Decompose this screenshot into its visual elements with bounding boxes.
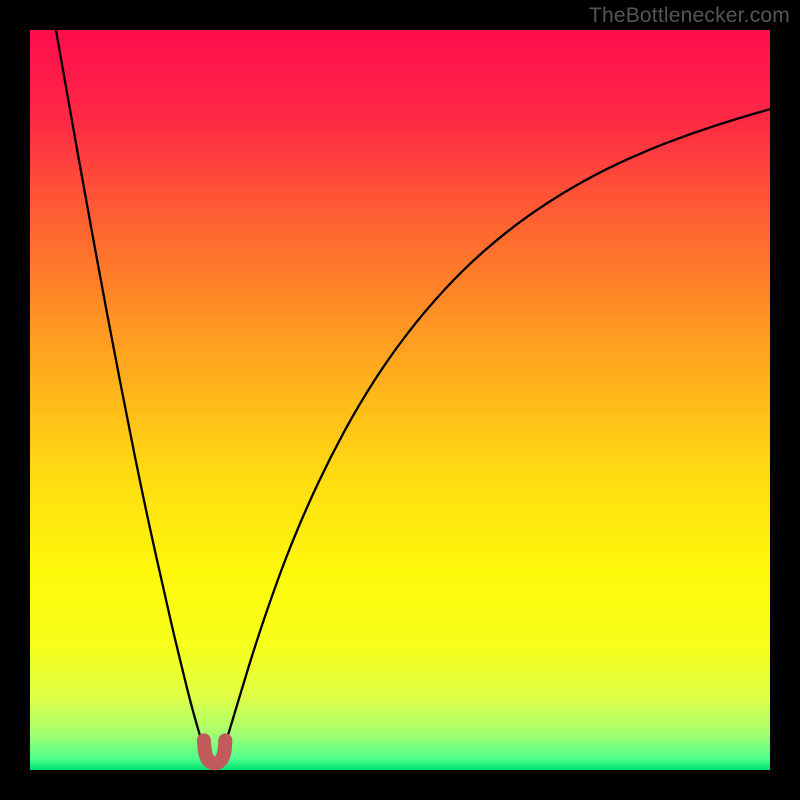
plot-area (30, 30, 770, 770)
bottleneck-chart (0, 0, 800, 800)
watermark-text: TheBottlenecker.com (589, 4, 790, 28)
chart-container: TheBottlenecker.com (0, 0, 800, 800)
